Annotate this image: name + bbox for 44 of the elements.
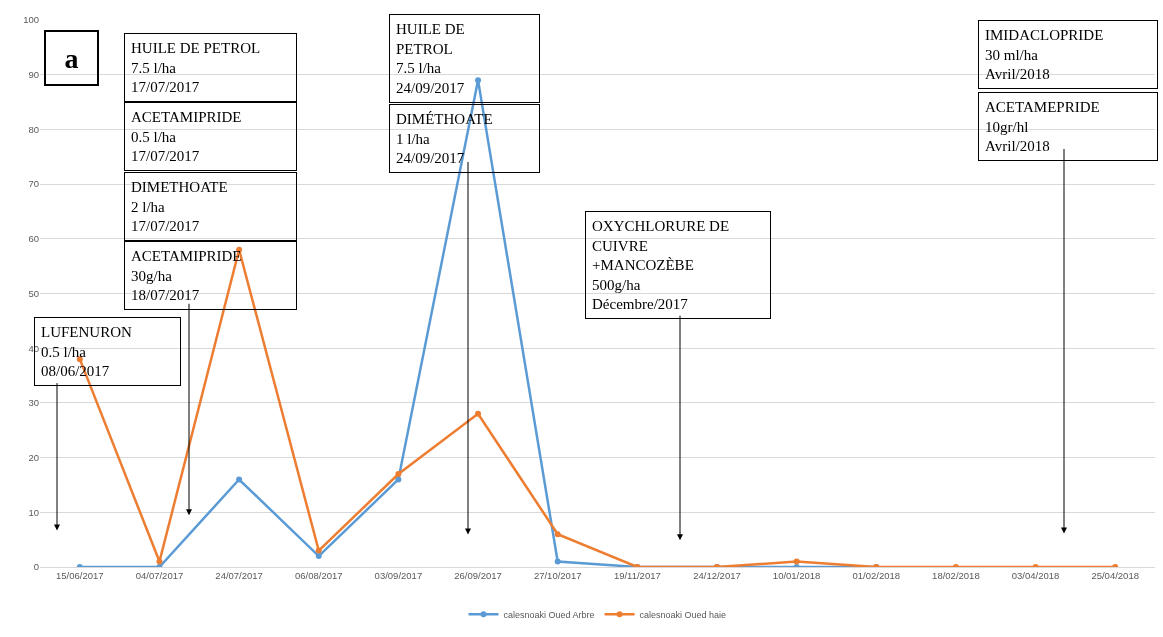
annotation: IMIDACLOPRIDE 30 ml/ha Avril/2018 (985, 27, 1104, 82)
x-tick-label: 26/09/2017 (454, 570, 502, 582)
point (793, 558, 800, 565)
y-tick-label: 80 (28, 123, 39, 135)
x-tick-label: 10/01/2018 (772, 570, 821, 582)
annotation: ACETAMEPRIDE 10gr/hl Avril/2018 (985, 99, 1100, 154)
x-tick-label: 04/07/2017 (135, 570, 184, 582)
annotation: OXYCHLORURE DE CUIVRE +MANCOZÈBE 500g/ha Décembre/2017 (592, 218, 730, 312)
y-tick-label: 100 (23, 14, 39, 26)
annotation: ACETAMIPRIDE 0.5 l/ha 17/07/2017 (131, 109, 242, 164)
y-tick-label: 10 (28, 506, 39, 518)
point (554, 531, 561, 538)
annotation: a (64, 42, 79, 74)
point (554, 558, 561, 565)
y-tick-label: 30 (28, 397, 39, 409)
point (475, 410, 482, 417)
x-tick-label: 01/02/2018 (852, 570, 901, 582)
x-tick-label: 15/06/2017 (56, 570, 104, 582)
point (395, 471, 402, 478)
x-tick-label: 24/12/2017 (693, 570, 741, 582)
legend-label: calesnoaki Oued haie (639, 609, 727, 620)
point (315, 547, 322, 554)
annotation: HUILE DE PETROL 7.5 l/ha 24/09/2017 (396, 21, 465, 96)
point (156, 558, 163, 565)
x-tick-label: 19/11/2017 (613, 570, 661, 582)
y-tick-label: 70 (28, 178, 39, 190)
y-tick-label: 50 (28, 287, 39, 299)
annotation: DIMETHOATE 2 l/ha 17/07/2017 (131, 179, 228, 234)
point (475, 77, 482, 84)
y-tick-label: 90 (28, 69, 39, 81)
x-tick-label: 27/10/2017 (533, 570, 582, 582)
x-tick-label: 25/04/2018 (1091, 570, 1139, 582)
x-tick-label: 03/09/2017 (374, 570, 423, 582)
point (315, 553, 322, 560)
x-tick-label: 24/07/2017 (215, 570, 263, 582)
annotation: HUILE DE PETROL 7.5 l/ha 17/07/2017 (131, 40, 261, 95)
point (236, 476, 243, 483)
x-tick-label: 18/02/2018 (932, 570, 980, 582)
y-tick-label: 0 (33, 561, 39, 573)
y-tick-label: 60 (28, 233, 39, 245)
x-tick-label: 06/08/2017 (294, 570, 343, 582)
y-tick-label: 20 (28, 451, 39, 463)
x-tick-label: 03/04/2018 (1011, 570, 1060, 582)
legend-label: calesnoaki Oued Arbre (503, 609, 595, 620)
